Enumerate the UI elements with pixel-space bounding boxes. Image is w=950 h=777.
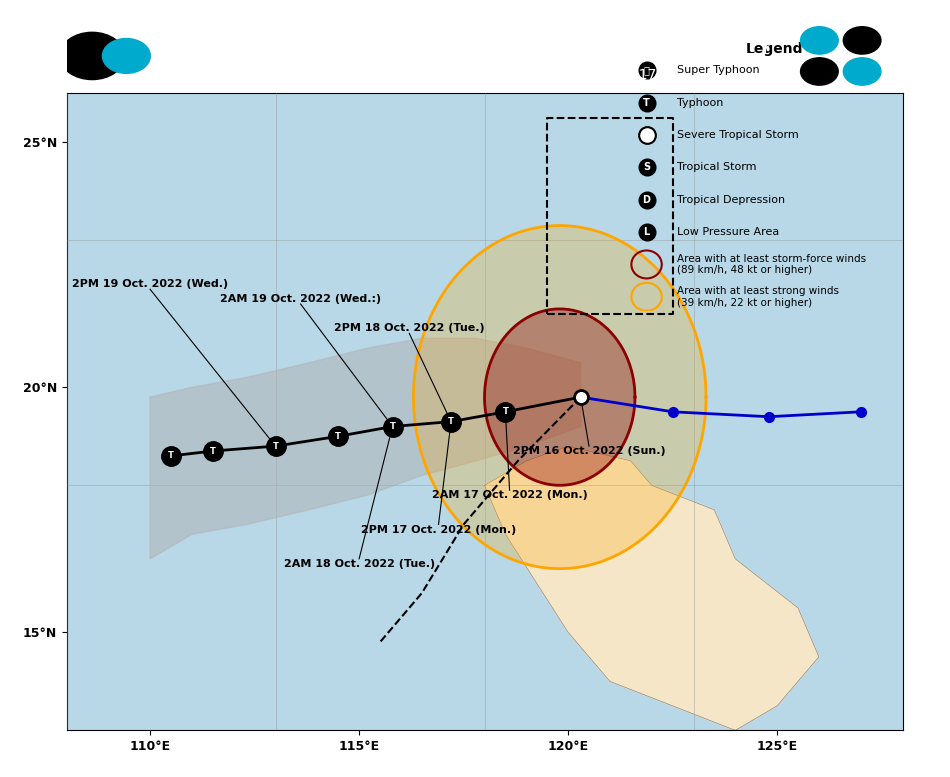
Circle shape [60,33,124,79]
Text: 2PM 17 Oct. 2022 (Mon.): 2PM 17 Oct. 2022 (Mon.) [361,524,516,535]
Text: T: T [390,422,395,431]
Text: Legend: Legend [746,42,803,56]
Text: S: S [643,162,650,172]
Text: Typhoon: Typhoon [677,98,723,107]
Text: Severe Tropical Storm: Severe Tropical Storm [677,130,799,140]
Text: Track and Intensity Forecast of Typhoon NENENG {NESAT}: Track and Intensity Forecast of Typhoon … [179,37,771,56]
Text: 2AM 19 Oct. 2022 (Wed.:): 2AM 19 Oct. 2022 (Wed.:) [220,294,381,304]
Text: D: D [642,195,651,204]
Circle shape [801,57,838,85]
Text: 2PM 18 Oct. 2022 (Tue.): 2PM 18 Oct. 2022 (Tue.) [334,323,484,333]
Text: T: T [448,417,454,426]
Text: 16 October 2022, 5PM Tropical Cyclone Bulletin #17: 16 October 2022, 5PM Tropical Cyclone Bu… [294,68,656,82]
Text: L: L [643,227,650,237]
Circle shape [801,26,838,54]
Text: T: T [273,441,278,451]
Text: T: T [335,432,341,441]
Polygon shape [484,309,635,486]
Text: Tropical Depression: Tropical Depression [677,195,785,204]
Circle shape [103,39,150,73]
Circle shape [844,26,881,54]
Text: T: T [643,98,650,107]
Text: ⦿: ⦿ [644,65,650,75]
Text: Super Typhoon: Super Typhoon [677,65,760,75]
Text: T: T [210,447,216,455]
Polygon shape [150,338,580,559]
Text: Tropical Storm: Tropical Storm [677,162,756,172]
Text: Area with at least storm-force winds
(89 km/h, 48 kt or higher): Area with at least storm-force winds (89… [677,253,866,275]
Text: 2AM 17 Oct. 2022 (Mon.): 2AM 17 Oct. 2022 (Mon.) [431,490,587,500]
Text: Low Pressure Area: Low Pressure Area [677,227,779,237]
Text: 2AM 18 Oct. 2022 (Tue.): 2AM 18 Oct. 2022 (Tue.) [283,559,435,569]
Text: 2PM 19 Oct. 2022 (Wed.): 2PM 19 Oct. 2022 (Wed.) [72,279,228,289]
Text: T: T [503,407,508,416]
Text: T: T [168,451,174,461]
Text: 2PM 16 Oct. 2022 (Sun.): 2PM 16 Oct. 2022 (Sun.) [513,446,665,456]
Circle shape [844,57,881,85]
Text: Area with at least strong winds
(39 km/h, 22 kt or higher): Area with at least strong winds (39 km/h… [677,286,839,308]
Polygon shape [484,446,819,730]
Polygon shape [413,225,706,569]
